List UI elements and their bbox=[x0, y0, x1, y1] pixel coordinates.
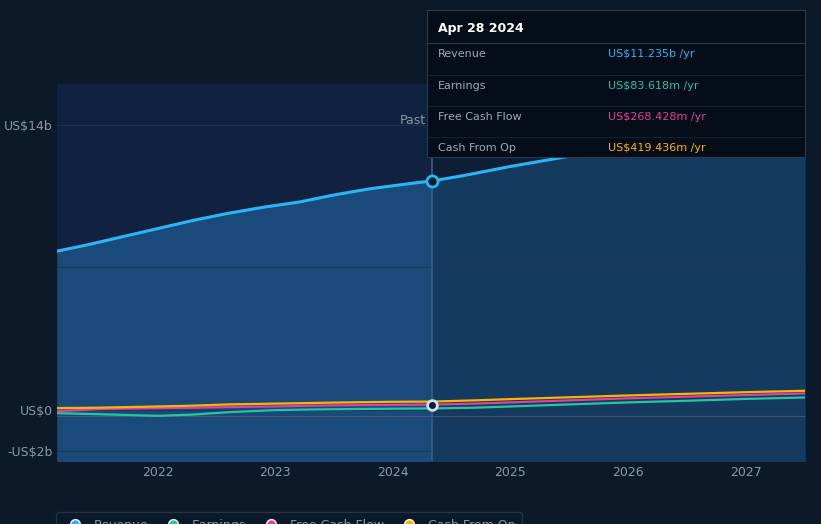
Text: Earnings: Earnings bbox=[438, 81, 487, 91]
Text: US$11.235b /yr: US$11.235b /yr bbox=[608, 49, 695, 59]
Text: Past: Past bbox=[400, 114, 426, 127]
Legend: Revenue, Earnings, Free Cash Flow, Cash From Op: Revenue, Earnings, Free Cash Flow, Cash … bbox=[57, 512, 521, 524]
Bar bbox=[57, 84, 432, 461]
Text: Free Cash Flow: Free Cash Flow bbox=[438, 112, 522, 122]
Text: Revenue: Revenue bbox=[438, 49, 487, 59]
Bar bbox=[432, 84, 805, 461]
Text: US$419.436m /yr: US$419.436m /yr bbox=[608, 143, 706, 152]
Text: US$268.428m /yr: US$268.428m /yr bbox=[608, 112, 706, 122]
Text: Cash From Op: Cash From Op bbox=[438, 143, 516, 152]
Text: Analysts Forecasts: Analysts Forecasts bbox=[443, 114, 560, 127]
Text: Apr 28 2024: Apr 28 2024 bbox=[438, 22, 524, 35]
Text: US$83.618m /yr: US$83.618m /yr bbox=[608, 81, 699, 91]
